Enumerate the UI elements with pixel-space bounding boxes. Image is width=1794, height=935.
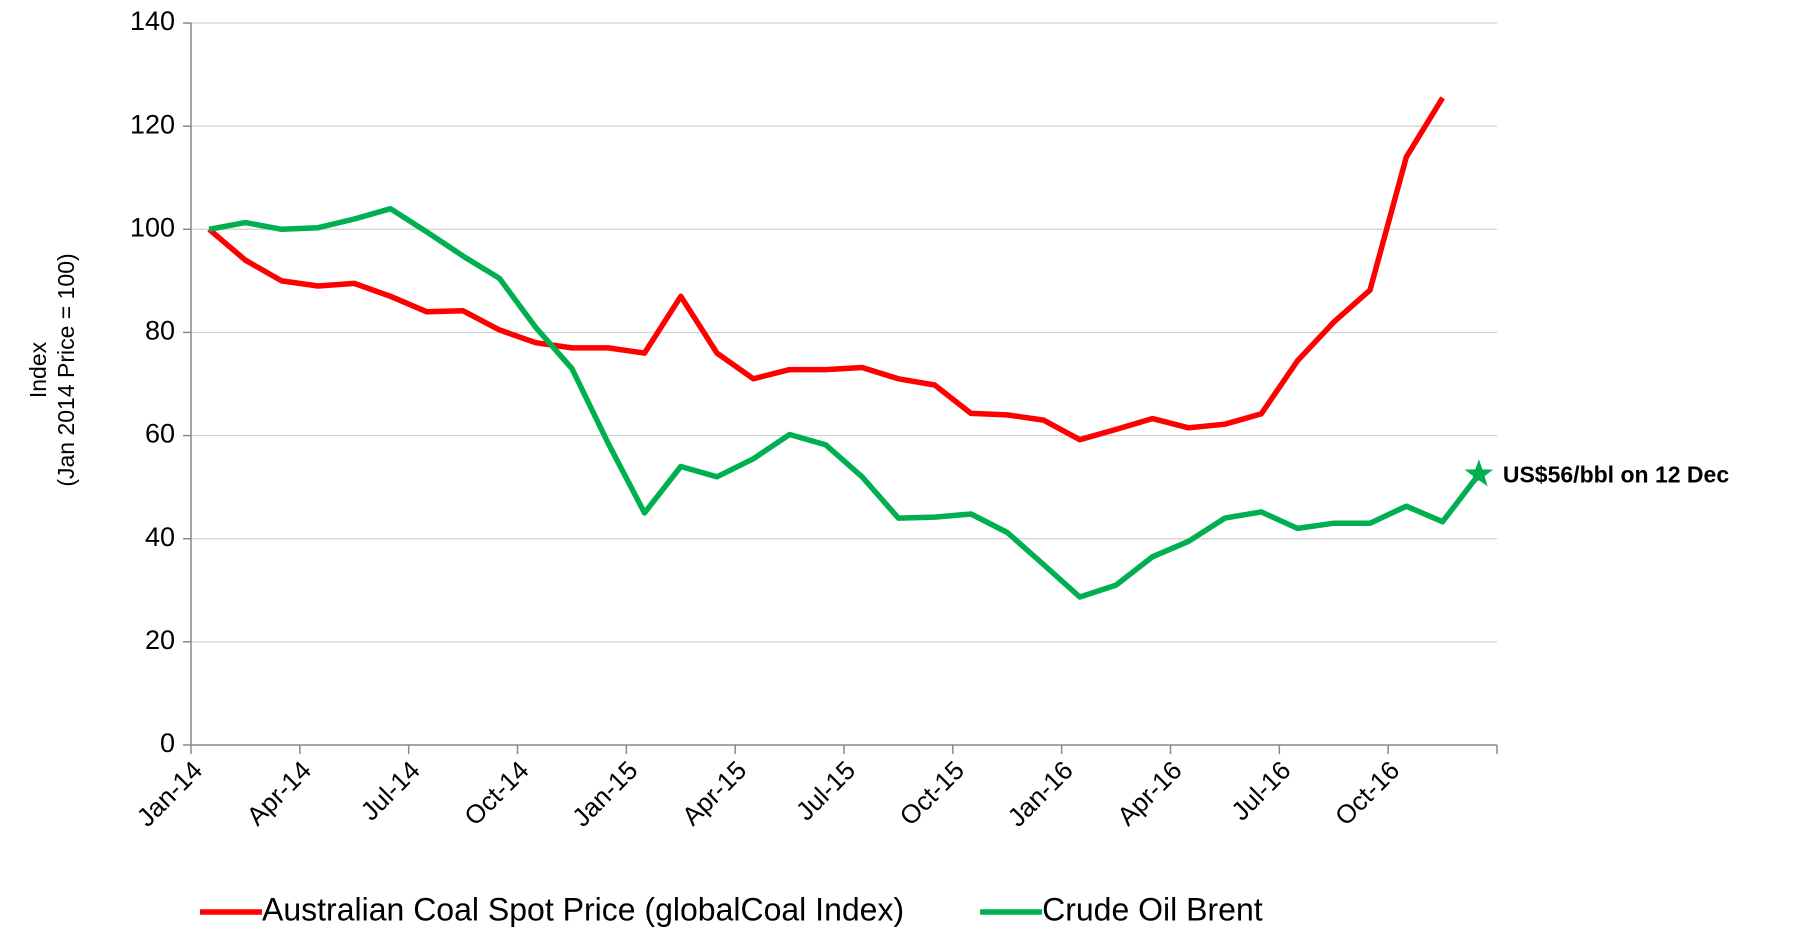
- y-axis-label: Index: [25, 341, 51, 398]
- y-tick-label: 20: [145, 625, 175, 655]
- y-axis-label: (Jan 2014 Price = 100): [53, 253, 79, 486]
- y-tick-label: 60: [145, 419, 175, 449]
- series-line: [207, 96, 1445, 443]
- x-tick-label: Jan-16: [1001, 755, 1078, 832]
- legend-label: Crude Oil Brent: [1042, 891, 1263, 927]
- x-tick-label: Apr-14: [241, 755, 317, 831]
- star-marker: [1464, 459, 1494, 487]
- legend-label: Australian Coal Spot Price (globalCoal I…: [262, 891, 904, 927]
- annotation: US$56/bbl on 12 Dec: [1503, 461, 1729, 487]
- x-tick-label: Jan-15: [566, 755, 643, 832]
- series-line: [208, 205, 1482, 600]
- y-tick-label: 40: [145, 522, 175, 552]
- x-tick-label: Jul-15: [790, 755, 861, 826]
- y-tick-label: 100: [130, 212, 175, 242]
- x-tick-label: Jul-14: [354, 755, 425, 826]
- x-tick-label: Jan-14: [131, 755, 208, 832]
- x-tick-label: Oct-15: [894, 755, 970, 831]
- x-tick-label: Apr-16: [1111, 755, 1187, 831]
- x-tick-label: Oct-14: [458, 755, 534, 831]
- y-tick-label: 0: [160, 728, 175, 758]
- x-tick-label: Apr-15: [676, 755, 752, 831]
- x-tick-label: Oct-16: [1329, 755, 1405, 831]
- y-tick-label: 140: [130, 6, 175, 36]
- y-tick-label: 120: [130, 109, 175, 139]
- y-tick-label: 80: [145, 316, 175, 346]
- x-tick-label: Jul-16: [1225, 755, 1296, 826]
